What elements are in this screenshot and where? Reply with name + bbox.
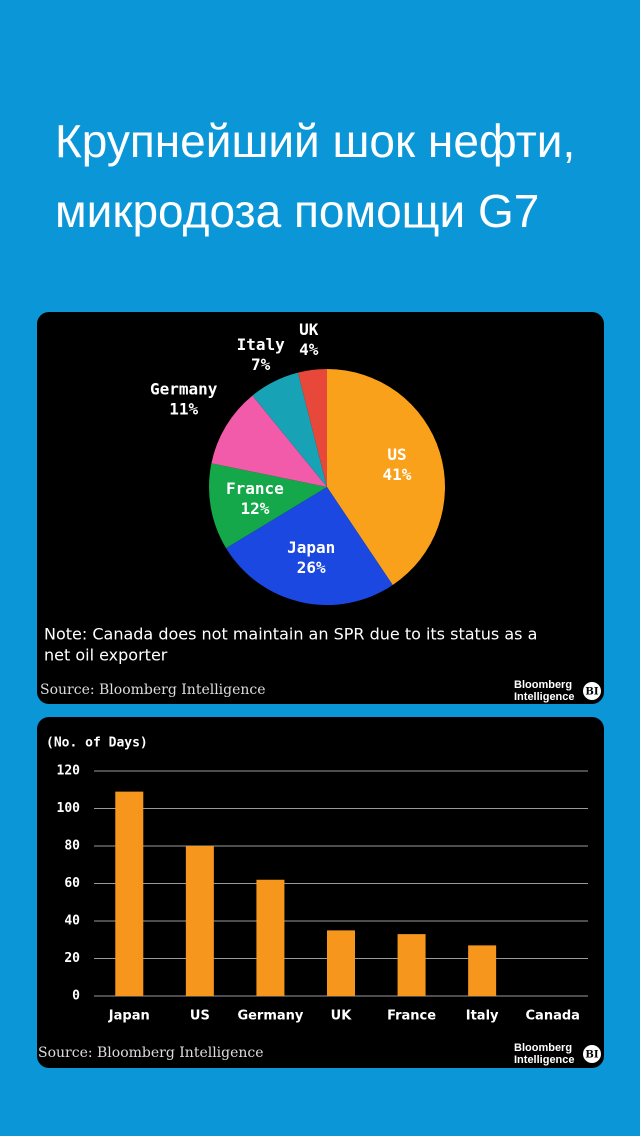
- bar: [327, 930, 355, 996]
- brand-badge: [583, 1045, 601, 1063]
- x-tick-label: France: [387, 1009, 436, 1024]
- headline: Крупнейший шок нефти,: [55, 115, 575, 167]
- x-tick-label: Germany: [237, 1009, 303, 1024]
- x-tick-label: Italy: [466, 1009, 499, 1024]
- source: Source: Bloomberg Intelligence: [40, 682, 266, 698]
- pie-slice: [327, 369, 446, 585]
- y-axis-label: (No. of Days): [46, 736, 148, 751]
- slice-value-label: 41%: [383, 465, 412, 484]
- slice-value-label: 7%: [251, 355, 271, 374]
- headline: микродоза помощи G7: [55, 185, 539, 237]
- brand-text: Intelligence: [514, 691, 575, 703]
- slice-value-label: 4%: [299, 340, 319, 359]
- y-tick-label: 120: [57, 764, 81, 779]
- slice-value-label: 11%: [169, 400, 198, 419]
- slice-value-label: 26%: [297, 558, 326, 577]
- note: Note: Canada does not maintain an SPR du…: [44, 625, 537, 644]
- brand-text: Bloomberg: [514, 1042, 572, 1054]
- slice-label: France: [226, 479, 284, 498]
- pie-slice: [226, 487, 393, 605]
- x-tick-label: US: [190, 1009, 210, 1024]
- brand-mark: BI: [585, 1050, 598, 1061]
- pie-slice: [252, 372, 327, 487]
- brand-badge: [583, 682, 601, 700]
- y-tick-label: 0: [72, 989, 80, 1004]
- note: net oil exporter: [44, 646, 168, 665]
- pie-slice: [208, 463, 327, 549]
- bar-panel: [37, 717, 604, 1068]
- pie-slice: [297, 369, 327, 487]
- bar: [115, 791, 144, 996]
- slice-label: Germany: [150, 380, 218, 399]
- y-tick-label: 80: [64, 839, 80, 854]
- y-tick-label: 40: [64, 914, 80, 929]
- source: Source: Bloomberg Intelligence: [38, 1045, 264, 1061]
- bar: [256, 879, 285, 996]
- slice-label: Japan: [287, 538, 335, 557]
- bar: [185, 846, 214, 996]
- brand-text: Bloomberg: [514, 679, 572, 691]
- x-tick-label: UK: [331, 1009, 353, 1024]
- brand-mark: BI: [585, 687, 598, 698]
- slice-label: UK: [299, 320, 319, 339]
- bar: [397, 934, 426, 996]
- bar: [468, 945, 497, 996]
- x-tick-label: Japan: [108, 1009, 150, 1024]
- y-tick-label: 60: [64, 876, 80, 891]
- y-tick-label: 20: [64, 951, 80, 966]
- slice-label: US: [387, 445, 406, 464]
- slice-label: Italy: [237, 335, 286, 354]
- slice-value-label: 12%: [240, 499, 269, 518]
- x-tick-label: Canada: [526, 1009, 580, 1024]
- brand-text: Intelligence: [514, 1054, 575, 1066]
- y-tick-label: 100: [57, 801, 81, 816]
- pie-slice: [211, 395, 327, 487]
